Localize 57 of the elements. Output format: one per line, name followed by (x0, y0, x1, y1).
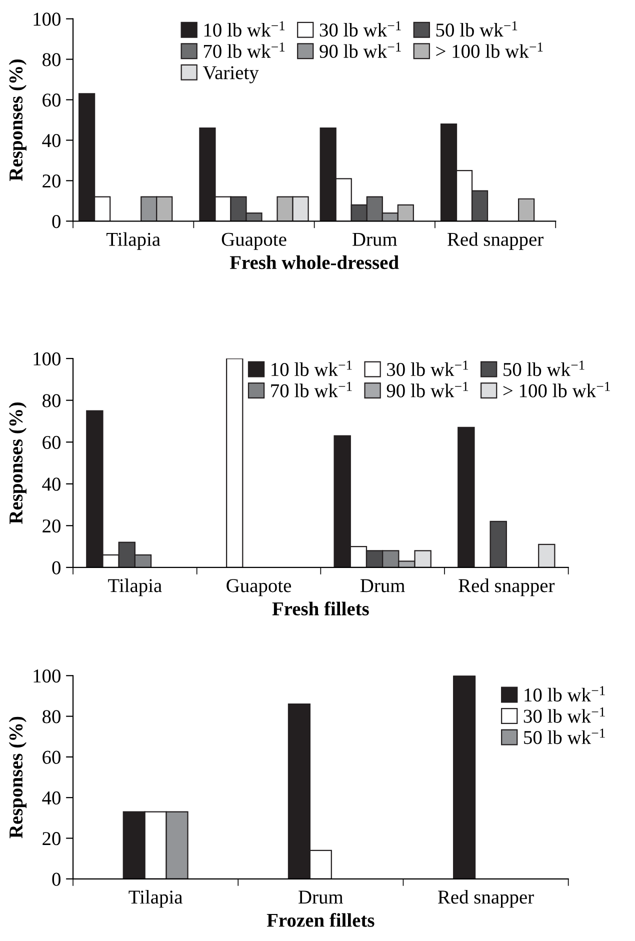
y-tick-label: 60 (42, 94, 60, 107)
x-tick-label: Red snapper (458, 578, 555, 596)
legend-label: 30 lb wk$^{−1}$ (387, 360, 468, 376)
legend-label: Variety (202, 66, 259, 84)
bar (453, 676, 476, 879)
bar (538, 544, 556, 568)
legend-label: 30 lb wk$^{−1}$ (524, 707, 605, 723)
legend-label: 70 lb wk$^{−1}$ (271, 382, 352, 398)
legend-label: > 100 lb wk$^{−1}$ (503, 382, 610, 398)
legend-label: 90 lb wk$^{−1}$ (386, 382, 468, 398)
legend-label: 50 lb wk$^{−1}$ (436, 21, 518, 37)
bar (458, 426, 475, 568)
y-tick-label: 20 (42, 832, 60, 846)
x-tick-label: Tilapia (106, 232, 160, 250)
y-tick-label: 60 (42, 436, 60, 450)
y-tick-label: 80 (42, 53, 60, 66)
x-tick-label: Tilapia (128, 890, 182, 908)
x-tick-label: Red snapper (448, 232, 544, 250)
x-tick-label: Guapote (226, 579, 292, 596)
y-axis-title: Responses (%) (8, 60, 26, 181)
x-tick-label: Red snapper (438, 890, 534, 908)
x-axis-title: Frozen fillets (266, 912, 374, 927)
x-axis-title: Fresh whole-dressed (230, 255, 399, 270)
x-axis-title: Fresh fillets (272, 602, 369, 616)
y-tick-label: 60 (42, 750, 60, 764)
y-tick-label: 40 (42, 478, 60, 491)
y-axis-title: Responses (%) (8, 402, 26, 524)
x-tick-label: Guapote (222, 232, 286, 250)
bar (490, 520, 507, 568)
y-tick-label: 100 (34, 669, 60, 683)
y-tick-label: 0 (52, 214, 60, 228)
legend-label: 10 lb wk$^{−1}$ (524, 686, 605, 702)
bar (518, 198, 535, 222)
y-tick-label: 100 (34, 352, 60, 366)
x-tick-label: Tilapia (108, 578, 162, 596)
y-tick-label: 20 (42, 519, 60, 533)
x-tick-label: Drum (352, 233, 398, 246)
legend-label: 30 lb wk$^{−1}$ (320, 21, 401, 37)
y-tick-label: 80 (42, 710, 60, 724)
legend-label: 90 lb wk$^{−1}$ (320, 42, 401, 58)
legend-label: 10 lb wk$^{−1}$ (204, 21, 285, 37)
legend-label: 50 lb wk$^{−1}$ (504, 360, 584, 376)
y-tick-label: 40 (42, 791, 60, 805)
y-tick-label: 40 (42, 134, 60, 148)
y-axis-title: Responses (%) (8, 716, 26, 838)
y-tick-label: 20 (42, 174, 60, 188)
y-tick-label: 100 (34, 12, 60, 26)
bar (226, 358, 244, 568)
legend-label: > 100 lb wk$^{−1}$ (436, 42, 543, 58)
y-tick-label: 0 (52, 561, 60, 574)
legend-label: 50 lb wk$^{−1}$ (524, 728, 605, 744)
y-tick-label: 80 (42, 394, 60, 408)
x-tick-label: Drum (298, 890, 344, 904)
legend-label: 10 lb wk$^{−1}$ (272, 360, 352, 376)
x-tick-label: Drum (360, 579, 405, 592)
legend-label: 70 lb wk$^{−1}$ (204, 42, 285, 58)
y-tick-label: 0 (52, 872, 60, 886)
